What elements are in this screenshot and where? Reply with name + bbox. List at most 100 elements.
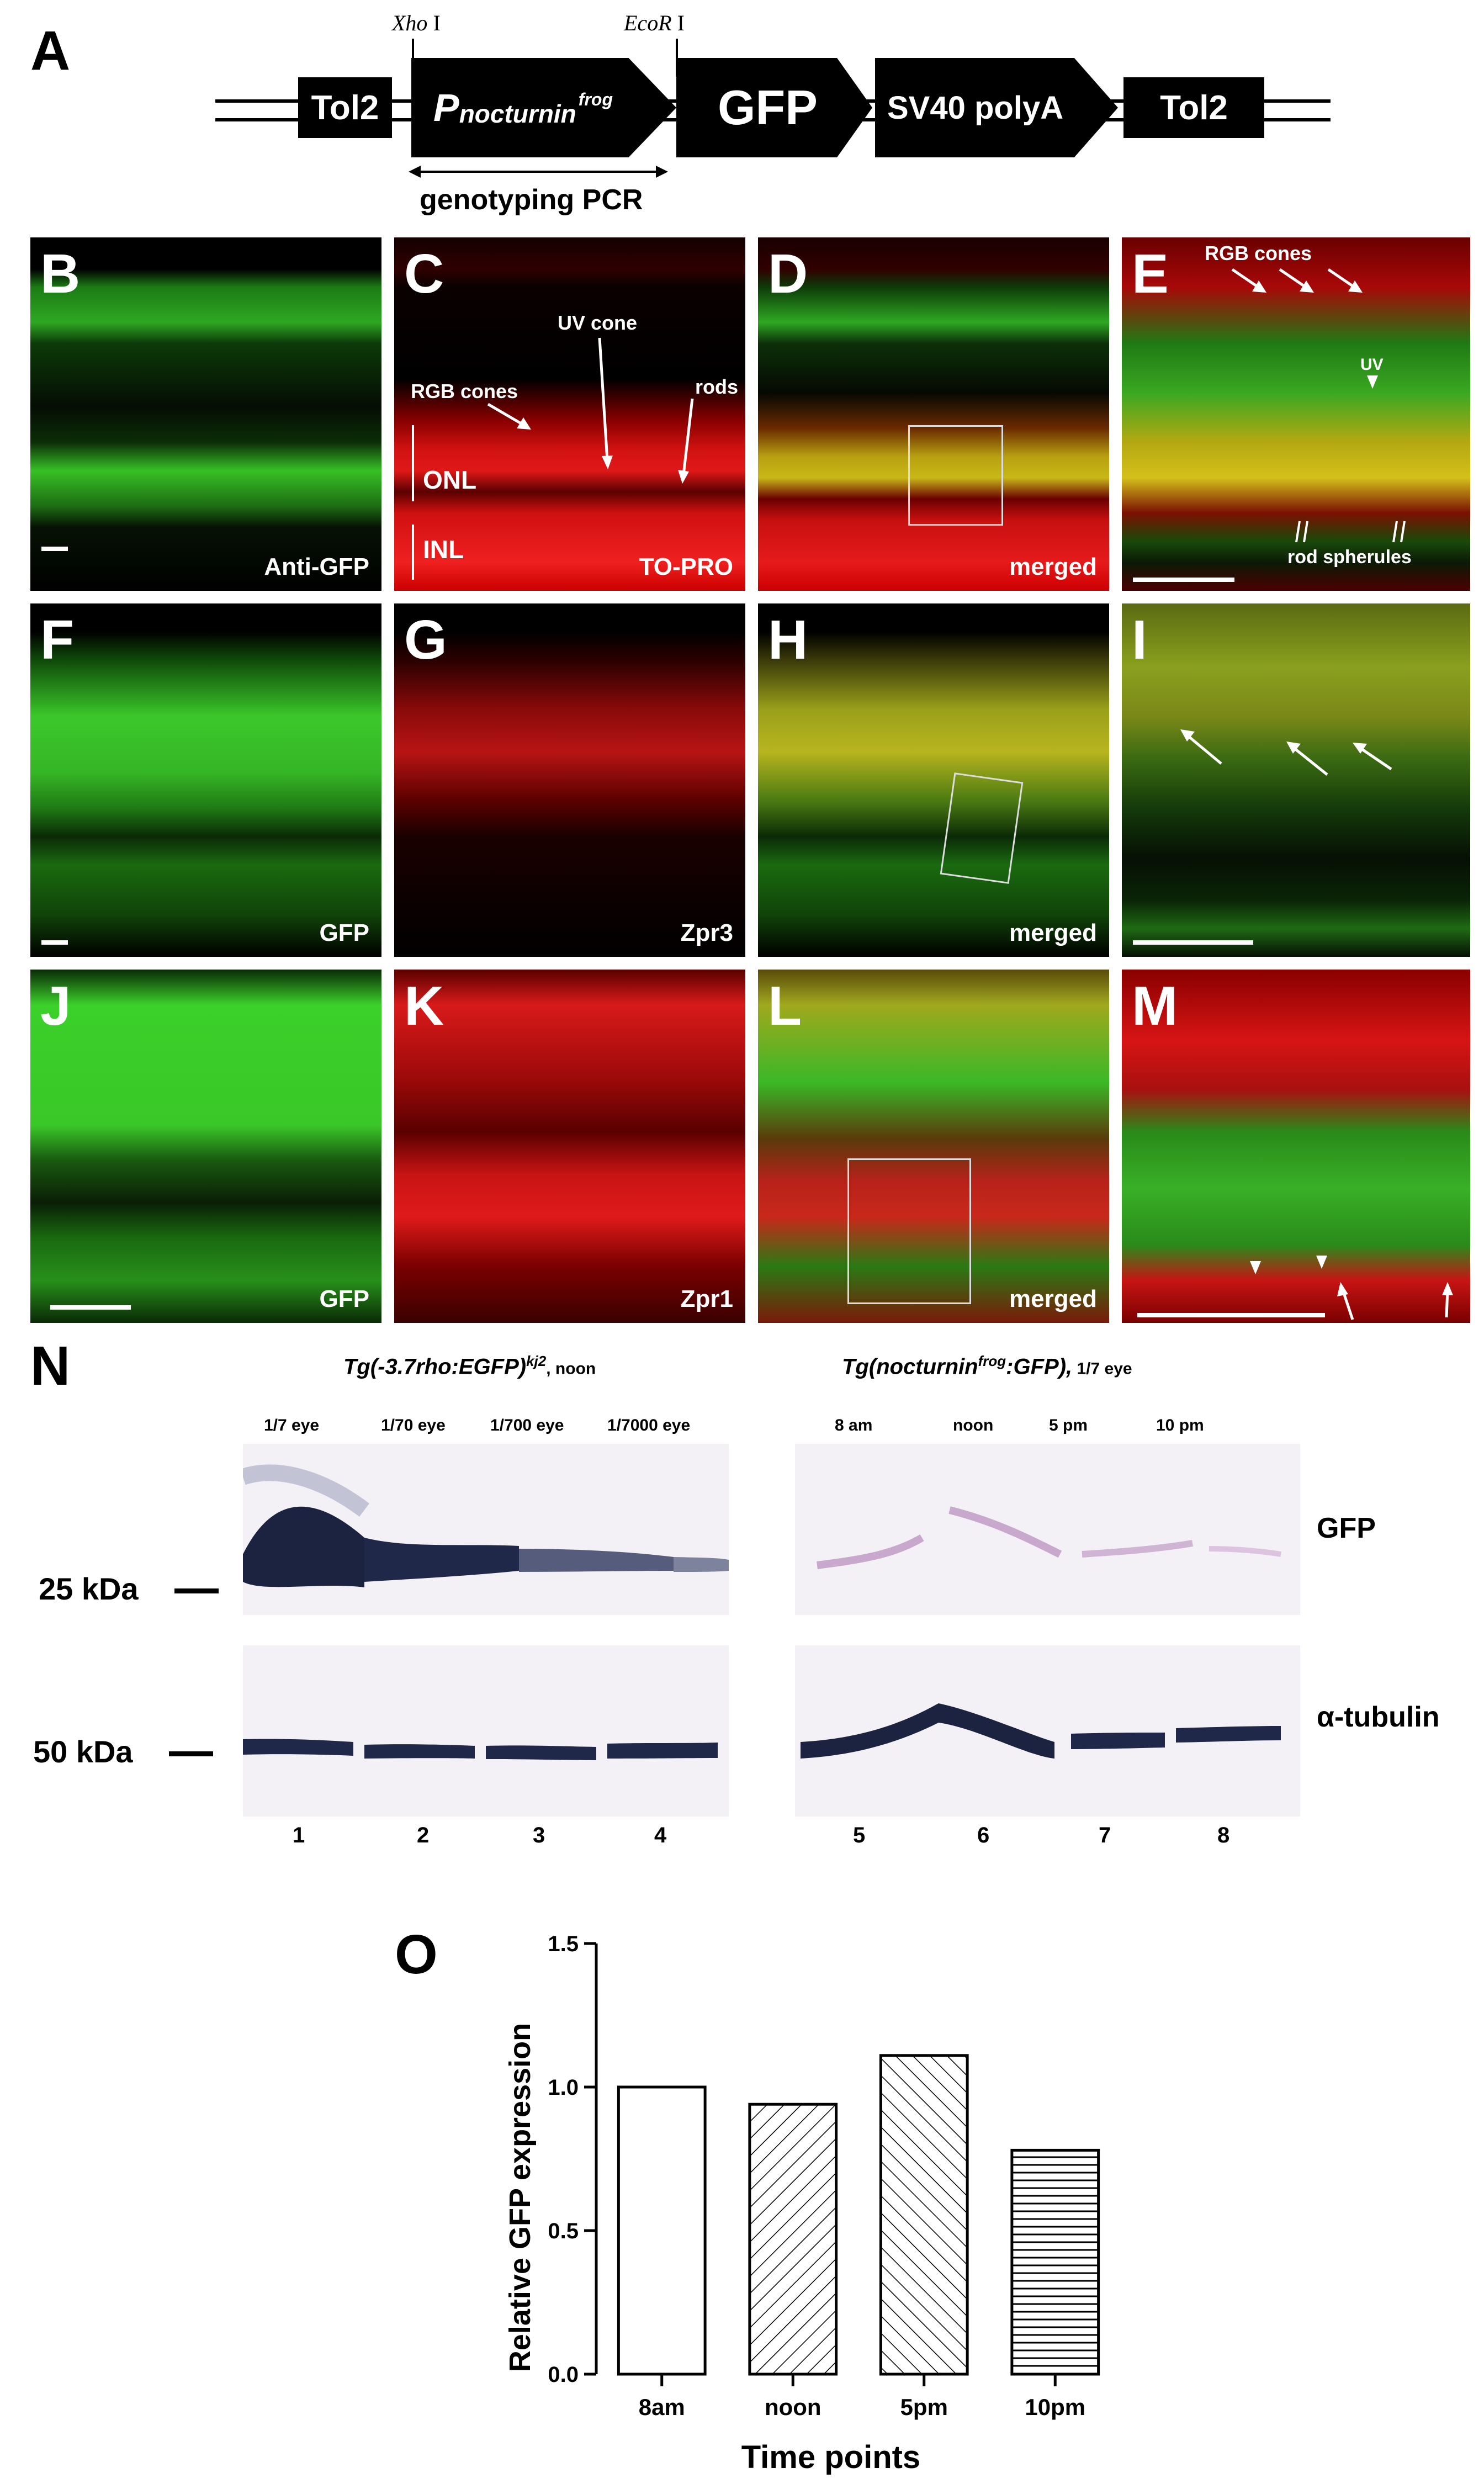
blot-left-title-suffix: , noon: [546, 1359, 596, 1378]
panel-c-image: C RGB cones UV cone rods ONL INL TO-PRO: [394, 237, 745, 591]
panel-label-m: M: [1132, 975, 1178, 1037]
blot-right-title-a: Tg(nocturnin: [842, 1354, 978, 1379]
panel-j-caption: GFP: [319, 1285, 369, 1312]
panel-label-g: G: [404, 609, 447, 671]
polya-label: SV40 polyA: [887, 89, 1064, 126]
panel-label-b: B: [40, 243, 81, 305]
lane-number: 4: [654, 1823, 667, 1847]
panel-l-caption: merged: [1009, 1285, 1097, 1312]
panel-e-uv: UV: [1360, 356, 1384, 374]
panel-l-image: L merged: [758, 970, 1109, 1323]
chart-y-tick-label: 1.0: [548, 2075, 579, 2100]
xho-site-italic: Xho: [392, 10, 428, 35]
blot-right-tubulin: [795, 1645, 1300, 1817]
lane-number: 3: [533, 1823, 545, 1847]
panel-b-caption: Anti-GFP: [264, 553, 369, 580]
panel-f-scale-bar: [41, 940, 68, 945]
chart-x-tick-label: 10pm: [1025, 2394, 1085, 2420]
chart-axes: 0.0 0.5 1.0 1.5 8am noon 5pm 10pm: [548, 1932, 1085, 2420]
chart-x-tick-label: 8am: [639, 2394, 685, 2420]
chart-y-axis-label: Relative GFP expression: [504, 2023, 537, 2372]
blot-left-title-main: Tg(-3.7rho:EGFP): [343, 1354, 527, 1379]
panel-j-image: J GFP: [30, 970, 381, 1323]
panel-label-f: F: [40, 609, 75, 671]
chart-x-tick-label: noon: [765, 2394, 822, 2420]
panel-c-rgb-cones: RGB cones: [411, 380, 518, 403]
panel-label-l: L: [768, 975, 802, 1037]
panel-label-i: I: [1132, 609, 1147, 671]
xho-site-label: Xho I: [392, 10, 441, 36]
ecori-site-italic: EcoR: [624, 10, 672, 35]
panel-label-c: C: [404, 243, 444, 305]
panel-l-inset-box: [847, 1158, 971, 1304]
chart-bar-noon: [748, 2103, 838, 2376]
panel-g-caption: Zpr3: [680, 919, 733, 946]
tol2-right-label: Tol2: [1160, 88, 1228, 127]
panel-label-j: J: [40, 975, 71, 1037]
blot-right-title: Tg(nocturninfrog:GFP), 1/7 eye: [842, 1353, 1132, 1379]
tol2-right-box: Tol2: [1123, 77, 1264, 138]
lane-number: 7: [1099, 1823, 1111, 1847]
polya-arrow: SV40 polyA: [875, 58, 1118, 157]
blot-condition: noon: [953, 1416, 994, 1434]
lane-number: 8: [1217, 1823, 1230, 1847]
panel-m-image: M: [1122, 970, 1470, 1323]
chart-bars: [617, 2054, 1100, 2376]
panel-d-inset-box: [908, 425, 1003, 526]
ecori-site-tick: [676, 39, 678, 77]
blot-left-tubulin-bands: [243, 1739, 718, 1760]
blot-condition: 5 pm: [1049, 1416, 1088, 1434]
mw-marker-25: 25 kDa: [39, 1571, 139, 1606]
blot-left-title: Tg(-3.7rho:EGFP)kj2, noon: [343, 1353, 596, 1379]
xho-site-num: I: [427, 10, 441, 35]
pcr-label: genotyping PCR: [420, 184, 643, 216]
panel-c-onl: ONL: [423, 465, 477, 494]
panel-label-a: A: [30, 20, 71, 82]
gfp-arrow: GFP: [676, 58, 872, 157]
bar-chart: 0.0 0.5 1.0 1.5 8am noon 5pm 10pm Relative GFP …: [504, 1932, 1100, 2475]
panel-i-scale-bar: [1133, 940, 1253, 945]
panel-e-rgb-cones: RGB cones: [1205, 242, 1312, 264]
mw-marker-50: 50 kDa: [33, 1734, 133, 1769]
mw-marker-50-line: [169, 1751, 213, 1756]
panel-e-rod-spherules: rod spherules: [1287, 547, 1412, 568]
blot-right-title-b: :GFP),: [1006, 1354, 1073, 1379]
blot-left-title-sup: kj2: [526, 1353, 547, 1369]
ecori-site-label: EcoR I: [624, 10, 685, 36]
panel-f-image: F GFP: [30, 603, 381, 957]
panel-i-arrows: [1180, 729, 1392, 776]
panel-h-inset-box: [940, 772, 1024, 884]
ecori-site-num: I: [671, 10, 685, 35]
panel-i-image: I: [1122, 603, 1470, 957]
blot-condition: 1/700 eye: [490, 1416, 564, 1434]
blot-left-tubulin: [243, 1645, 729, 1817]
band-label-gfp: GFP: [1317, 1512, 1376, 1544]
blot-condition: 1/7 eye: [264, 1416, 320, 1434]
chart-bar-8am: [617, 2085, 707, 2376]
blot-condition: 10 pm: [1156, 1416, 1204, 1434]
panel-label-h: H: [768, 609, 808, 671]
panel-h-image: H merged: [758, 603, 1109, 957]
promoter-arrow: P nocturnin frog: [411, 58, 676, 157]
lane-number: 2: [417, 1823, 430, 1847]
panel-label-d: D: [768, 243, 808, 305]
panel-c-caption: TO-PRO: [639, 553, 733, 580]
promoter-name: nocturnin: [459, 99, 576, 128]
panel-j-scale-bar: [50, 1305, 131, 1310]
promoter-p: P: [433, 86, 459, 129]
blot-condition: 1/70 eye: [381, 1416, 446, 1434]
panel-c-inl: INL: [423, 535, 464, 564]
tol2-left-label: Tol2: [311, 88, 379, 127]
promoter-sup: frog: [578, 89, 613, 109]
mw-marker-25-line: [174, 1588, 219, 1593]
lane-number: 6: [977, 1823, 990, 1847]
chart-x-tick-label: 5pm: [900, 2394, 948, 2420]
panel-k-caption: Zpr1: [680, 1285, 733, 1312]
panel-m-scale-bar: [1137, 1313, 1325, 1317]
panel-c-arrows: [412, 337, 694, 580]
blot-condition: 1/7000 eye: [607, 1416, 691, 1434]
panel-e-image: E RGB cones UV rod spherules: [1122, 237, 1470, 591]
chart-y-tick-label: 1.5: [548, 1932, 579, 1956]
pcr-double-arrow: [409, 166, 668, 178]
blot-right-tubulin-bands: [801, 1703, 1281, 1759]
